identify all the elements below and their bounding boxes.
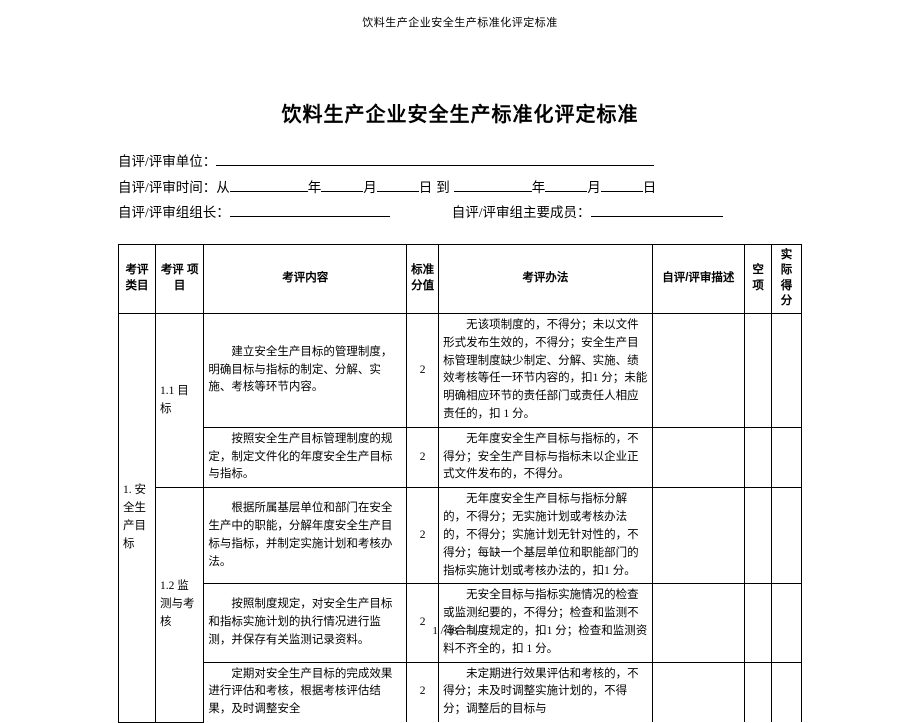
content-cell: 建立安全生产目标的管理制度，明确目标与指标的制定、分解、实施、考核等环节内容。 [204,313,407,427]
page-title: 饮料生产企业安全生产标准化评定标准 [0,98,920,127]
col-actual: 实际 得分 [772,244,802,313]
form-row-leader: 自评/评审组组长： 自评/评审组主要成员： [118,200,802,226]
table-row: 定期对安全生产目标的完成效果进行评估和考核，根据考核评估结果，及时调整安全 2 … [119,662,802,722]
table-row: 1. 安 全生 产目 标 1.1 目 标 建立安全生产目标的管理制度，明确目标与… [119,313,802,427]
category-cell: 1. 安 全生 产目 标 [119,313,156,722]
method-cell: 无安全目标与指标实施情况的检查或监测纪要的，不得分；检查和监测不符合制度规定的，… [439,584,652,662]
item-cell: 1.1 目 标 [155,313,203,487]
col-score: 标准 分值 [407,244,439,313]
desc-cell [652,488,744,584]
table-header-row: 考评 类目 考评 项目 考评内容 标准 分值 考评办法 自评/评审描述 空 项 … [119,244,802,313]
to-year-blank [454,176,532,192]
month2: 月 [587,175,601,201]
desc-cell [652,427,744,487]
col-item: 考评 项目 [155,244,203,313]
form-row-time: 自评/评审时间：从 年 月 日 到 年 月 日 [118,175,802,201]
method-cell: 无年度安全生产目标与指标分解的，不得分；无实施计划或考核办法的，不得分；实施计划… [439,488,652,584]
desc-cell [652,662,744,722]
void-cell [745,427,772,487]
item-cell: 1.2 监 测与考 核 [155,488,203,722]
unit-label: 自评/评审单位： [118,149,216,175]
leader-blank [230,201,390,217]
to-label: 到 [436,175,450,201]
score-cell: 2 [407,584,439,662]
table-row: 1.2 监 测与考 核 根据所属基层单位和部门在安全生产中的职能，分解年度安全生… [119,488,802,584]
col-void: 空 项 [745,244,772,313]
void-cell [745,584,772,662]
col-category: 考评 类目 [119,244,156,313]
actual-cell [772,427,802,487]
actual-cell [772,488,802,584]
leader-label: 自评/评审组组长： [118,200,230,226]
content-cell: 定期对安全生产目标的完成效果进行评估和考核，根据考核评估结果，及时调整安全 [204,662,407,722]
actual-cell [772,662,802,722]
method-cell: 无年度安全生产目标与指标的，不得分；安全生产目标与指标未以企业正式文件发布的，不… [439,427,652,487]
void-cell [745,488,772,584]
from-day-blank [377,176,419,192]
time-label: 自评/评审时间：从 [118,175,230,201]
void-cell [745,313,772,427]
table-row: 按照安全生产目标管理制度的规定，制定文件化的年度安全生产目标与指标。 2 无年度… [119,427,802,487]
members-label: 自评/评审组主要成员： [452,200,591,226]
col-method: 考评办法 [439,244,652,313]
members-blank [591,201,723,217]
score-cell: 2 [407,313,439,427]
actual-cell [772,584,802,662]
page-footer: 1 / 48— 1— [0,625,920,637]
col-content: 考评内容 [204,244,407,313]
content-cell: 根据所属基层单位和部门在安全生产中的职能，分解年度安全生产目标与指标，并制定实施… [204,488,407,584]
col-description: 自评/评审描述 [652,244,744,313]
month1: 月 [363,175,377,201]
void-cell [745,662,772,722]
to-month-blank [545,176,587,192]
day1: 日 [419,175,433,201]
table-row: 按照制度规定，对安全生产目标和指标实施计划的执行情况进行监测，并保存有关监测记录… [119,584,802,662]
form-header-block: 自评/评审单位： 自评/评审时间：从 年 月 日 到 年 月 日 自评/评审组组… [118,149,802,226]
content-cell: 按照安全生产目标管理制度的规定，制定文件化的年度安全生产目标与指标。 [204,427,407,487]
content-cell: 按照制度规定，对安全生产目标和指标实施计划的执行情况进行监测，并保存有关监测记录… [204,584,407,662]
from-year-blank [230,176,308,192]
method-cell: 未定期进行效果评估和考核的，不得分；未及时调整实施计划的，不得分；调整后的目标与 [439,662,652,722]
from-month-blank [321,176,363,192]
to-day-blank [601,176,643,192]
desc-cell [652,313,744,427]
day2: 日 [643,175,657,201]
year1: 年 [308,175,322,201]
unit-blank [216,150,654,166]
year2: 年 [532,175,546,201]
running-header: 饮料生产企业安全生产标准化评定标准 [0,0,920,30]
score-cell: 2 [407,662,439,722]
form-row-unit: 自评/评审单位： [118,149,802,175]
desc-cell [652,584,744,662]
method-cell: 无该项制度的，不得分；未以文件形式发布生效的，不得分；安全生产目标管理制度缺少制… [439,313,652,427]
actual-cell [772,313,802,427]
score-cell: 2 [407,427,439,487]
score-cell: 2 [407,488,439,584]
